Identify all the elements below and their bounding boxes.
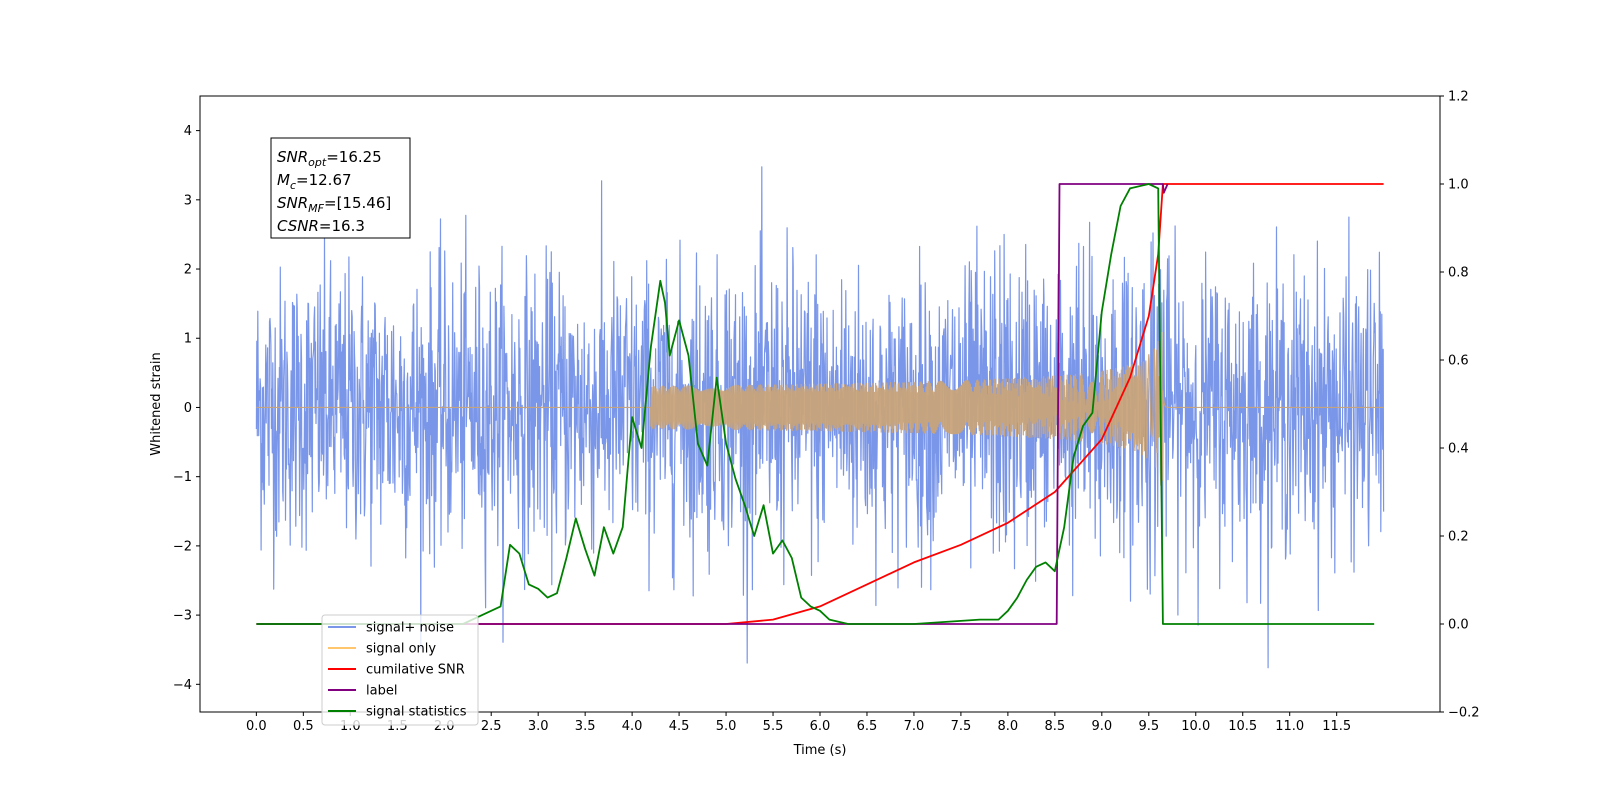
- x-tick-label: 9.5: [1138, 719, 1159, 734]
- y-tick-label: −1: [173, 470, 192, 485]
- x-tick-label: 4.0: [622, 719, 643, 734]
- legend-entry-label: cumilative SNR: [366, 663, 465, 678]
- stat-value: =[15.46]: [324, 194, 391, 212]
- stat-value: =16.25: [326, 148, 382, 166]
- x-tick-label: 10.0: [1181, 719, 1210, 734]
- stat-symbol: CSNR: [277, 217, 319, 235]
- x-tick-label: 5.5: [763, 719, 784, 734]
- stat-line: CSNR=16.3: [277, 217, 365, 235]
- stat-symbol: SNR: [277, 148, 308, 166]
- y-tick-label: 4: [184, 124, 192, 139]
- y-tick-label: 3: [184, 193, 192, 208]
- y2-tick-label: 0.2: [1448, 530, 1469, 545]
- stat-symbol: SNR: [277, 194, 308, 212]
- x-tick-label: 8.5: [1045, 719, 1066, 734]
- x-tick-label: 11.0: [1275, 719, 1304, 734]
- y2-tick-label: 1.2: [1448, 90, 1469, 105]
- stats-box: SNRopt=16.25Mc=12.67SNRMF=[15.46]CSNR=16…: [270, 137, 411, 239]
- stat-value: =16.3: [319, 217, 365, 235]
- x-tick-label: 4.5: [669, 719, 690, 734]
- series-signal-statistics-line: [256, 183, 1375, 625]
- legend-entry-label: label: [366, 684, 397, 699]
- y-axis-label: Whitened strain: [149, 352, 164, 455]
- plot-area: [255, 166, 1385, 669]
- x-tick-label: 11.5: [1322, 719, 1351, 734]
- series-cumulative-snr-line: [256, 183, 1384, 625]
- stat-line: SNRMF=[15.46]: [277, 194, 391, 215]
- stat-subscript: c: [290, 179, 296, 192]
- series-signal-only-line: [256, 332, 1384, 504]
- legend-entry-label: signal+ noise: [366, 621, 454, 636]
- x-tick-label: 3.5: [575, 719, 596, 734]
- y-tick-label: −4: [173, 678, 192, 693]
- legend-entry-label: signal statistics: [366, 705, 467, 720]
- stat-subscript: MF: [308, 202, 324, 215]
- x-axis-label: Time (s): [793, 743, 847, 758]
- stats-box-frame: [270, 137, 411, 239]
- x-tick-label: 5.0: [716, 719, 737, 734]
- x-tick-label: 0.0: [246, 719, 267, 734]
- x-tick-label: 7.0: [904, 719, 925, 734]
- stat-line: SNRopt=16.25: [277, 148, 382, 169]
- x-tick-label: 6.0: [810, 719, 831, 734]
- x-tick-label: 6.5: [857, 719, 878, 734]
- x-tick-label: 10.5: [1228, 719, 1257, 734]
- y2-tick-label: 0.0: [1448, 618, 1469, 633]
- y-tick-label: 1: [184, 332, 192, 347]
- x-tick-label: 3.0: [528, 719, 549, 734]
- y-tick-label: −3: [173, 609, 192, 624]
- legend: signal+ noise signal only cumilative SNR la…: [321, 614, 479, 726]
- y-tick-label: 2: [184, 263, 192, 278]
- series-signal-noise-line: [255, 166, 1385, 669]
- y2-tick-label: 0.8: [1448, 266, 1469, 281]
- x-tick-label: 0.5: [293, 719, 314, 734]
- y-tick-label: −2: [173, 539, 192, 554]
- stat-subscript: opt: [308, 156, 327, 169]
- y2-tick-label: 0.6: [1448, 354, 1469, 369]
- legend-frame: [321, 614, 479, 726]
- x-tick-label: 2.5: [481, 719, 502, 734]
- y2-tick-label: 1.0: [1448, 178, 1469, 193]
- stat-line: Mc=12.67: [277, 171, 352, 192]
- legend-entry-label: signal only: [366, 642, 436, 657]
- y-tick-label: 0: [184, 401, 192, 416]
- y2-tick-label: −0.2: [1448, 706, 1480, 721]
- x-tick-label: 8.0: [998, 719, 1019, 734]
- stat-value: =12.67: [296, 171, 352, 189]
- stat-symbol: M: [277, 171, 290, 189]
- x-tick-label: 9.0: [1091, 719, 1112, 734]
- x-tick-label: 7.5: [951, 719, 972, 734]
- axes: 0.0 0.5 1.0 1.5 2.0 2.5 3.0 3.5 4.0 4.5 5.0 5.5 6.0 6…: [173, 90, 1480, 735]
- y2-tick-label: 0.4: [1448, 442, 1469, 457]
